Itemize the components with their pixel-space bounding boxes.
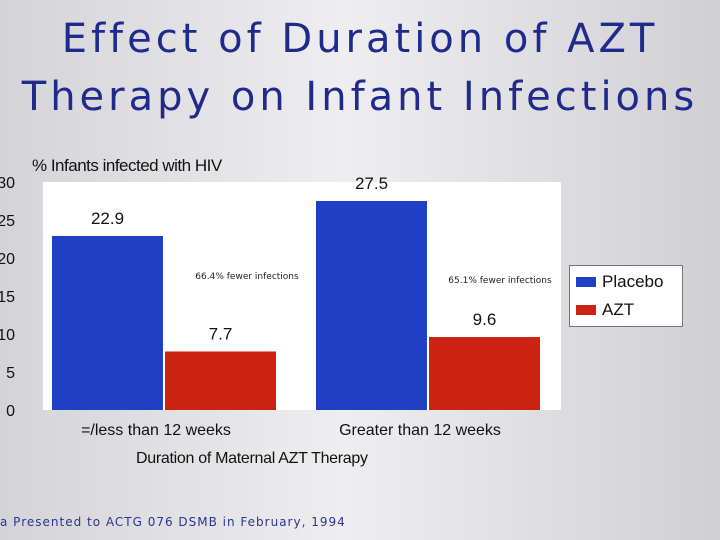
y-tick-label-10: 10 (0, 327, 15, 344)
slide-title-line-1: Effect of Duration of AZT (61, 16, 659, 62)
legend-swatch-placebo (576, 277, 596, 287)
bar-placebo-1 (316, 201, 427, 410)
slide-title-line-2: Therapy on Infant Infections (21, 74, 699, 120)
data-label-azt-1: 9.6 (473, 310, 497, 329)
y-tick-label-0: 0 (6, 403, 15, 420)
bar-placebo-0 (52, 235, 163, 410)
y-tick-label-15: 15 (0, 289, 15, 306)
bar-azt-0 (165, 351, 276, 410)
x-axis-label: Duration of Maternal AZT Therapy (136, 450, 368, 467)
y-axis-label: % Infants infected with HIV (32, 156, 222, 175)
legend: Placebo AZT (569, 265, 683, 327)
annotation-0: 66.4% fewer infections (195, 272, 299, 282)
legend-label-azt: AZT (602, 300, 635, 319)
y-tick-label-30: 30 (0, 175, 15, 192)
x-tick-label-0: =/less than 12 weeks (81, 422, 231, 439)
bar-azt-1 (429, 337, 540, 410)
data-label-placebo-1: 27.5 (355, 174, 388, 193)
legend-label-placebo: Placebo (602, 272, 664, 291)
data-label-placebo-0: 22.9 (91, 209, 124, 228)
y-tick-label-25: 25 (0, 213, 15, 230)
footnote: a Presented to ACTG 076 DSMB in February… (0, 515, 346, 529)
data-label-azt-0: 7.7 (209, 324, 233, 343)
x-tick-label-1: Greater than 12 weeks (339, 422, 501, 439)
y-tick-label-5: 5 (6, 365, 15, 382)
y-tick-label-20: 20 (0, 251, 15, 268)
legend-swatch-azt (576, 305, 596, 315)
annotation-1: 65.1% fewer infections (448, 276, 552, 286)
